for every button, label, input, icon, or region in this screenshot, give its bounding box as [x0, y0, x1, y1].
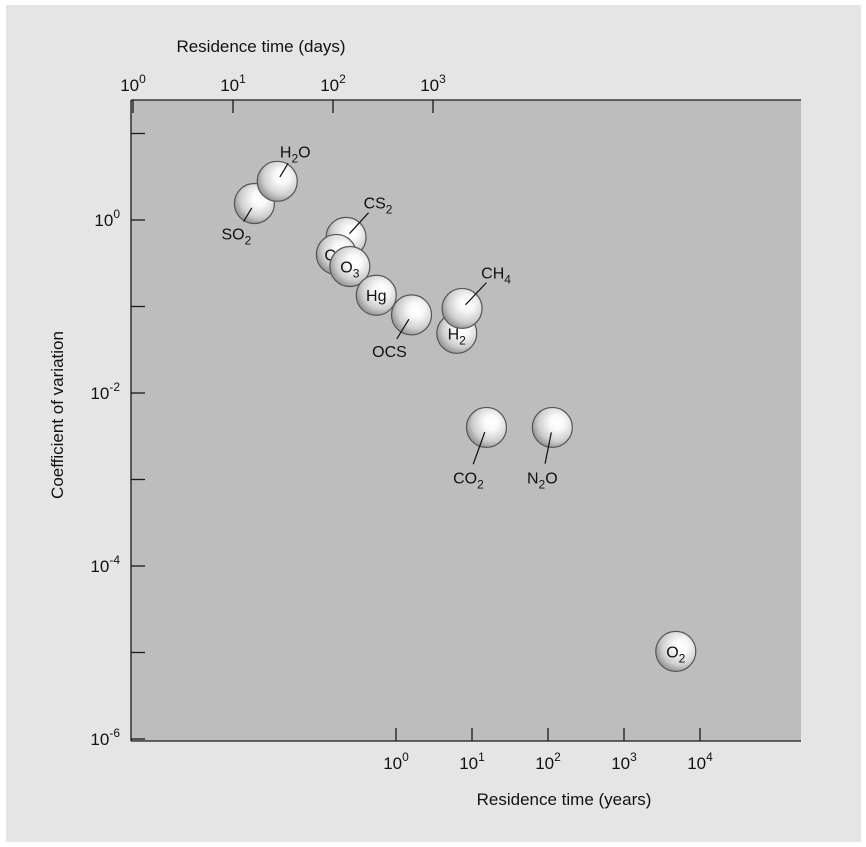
- point-label: O2: [666, 644, 685, 665]
- point-label: O3: [340, 260, 359, 281]
- point-label: CH4: [481, 265, 511, 286]
- leader-line: [396, 318, 410, 340]
- bottom-axis-tick-label: 100: [383, 750, 409, 773]
- data-point-ch4: CH4: [441, 265, 511, 330]
- bubble-marker: [655, 630, 697, 672]
- leader-line: [348, 212, 370, 235]
- leader-line: [279, 163, 289, 178]
- bubble-marker: [355, 274, 397, 316]
- point-label: N2O: [527, 470, 558, 491]
- bottom-axis-tick-label: 103: [611, 750, 637, 773]
- data-point-h2o: H2O: [256, 144, 311, 202]
- data-point-n2o: N2O: [527, 406, 573, 491]
- data-point-o3: O3: [329, 245, 371, 288]
- data-point-o2: O2: [655, 630, 697, 672]
- axes-layer: 100 101 102 103 100 101 102 103 104 100 10-2 10-4 10…: [90, 72, 801, 773]
- bottom-axis-title: Residence time (years): [477, 790, 652, 809]
- point-label: CO2: [453, 470, 484, 491]
- y-axis-tick-label: 10-6: [90, 726, 120, 749]
- y-axis-tick-label: 10-4: [90, 553, 120, 576]
- leader-line: [472, 431, 486, 465]
- bubble-marker: [256, 160, 298, 202]
- point-label: H2: [448, 326, 467, 347]
- bubble-marker: [390, 294, 433, 336]
- bubble-marker: [465, 406, 508, 449]
- point-label: H2O: [280, 144, 311, 165]
- point-label: SO2: [221, 227, 251, 248]
- y-axis-tick-label: 10-2: [90, 380, 120, 403]
- top-axis-tick-label: 101: [220, 72, 246, 95]
- leader-line: [544, 432, 552, 464]
- figure-panel: 100 101 102 103 100 101 102 103 104 100 10-2 10-4 10…: [6, 5, 861, 842]
- top-axis-tick-label: 103: [420, 72, 446, 95]
- bubble-marker: [329, 245, 371, 288]
- y-axis-tick-label: 100: [94, 207, 120, 230]
- bottom-axis-tick-label: 101: [459, 750, 485, 773]
- data-point-ocs: OCS: [372, 294, 433, 361]
- data-point-co2: CO2: [453, 406, 508, 491]
- bubble-marker: [531, 406, 573, 449]
- residence-time-variation-chart: 100 101 102 103 100 101 102 103 104 100 10-2 10-4 10…: [48, 37, 801, 809]
- bottom-axis-tick-label: 104: [687, 750, 713, 773]
- data-points: SO2H2OCS2COO3HgOCSH2CH4CO2N2OO2: [221, 144, 697, 672]
- leader-line: [465, 282, 487, 306]
- top-axis-tick-label: 100: [120, 72, 146, 95]
- top-axis-tick-label: 102: [320, 72, 346, 95]
- leader-line: [243, 207, 253, 222]
- point-label: CS2: [364, 195, 393, 216]
- top-axis-title: Residence time (days): [176, 37, 345, 56]
- bottom-axis-tick-label: 102: [535, 750, 561, 773]
- data-point-hg: Hg: [355, 274, 397, 316]
- point-label: OCS: [372, 344, 407, 361]
- point-label: Hg: [366, 288, 386, 305]
- plot-area: [131, 100, 801, 741]
- y-axis-title: Coefficient of variation: [48, 331, 67, 499]
